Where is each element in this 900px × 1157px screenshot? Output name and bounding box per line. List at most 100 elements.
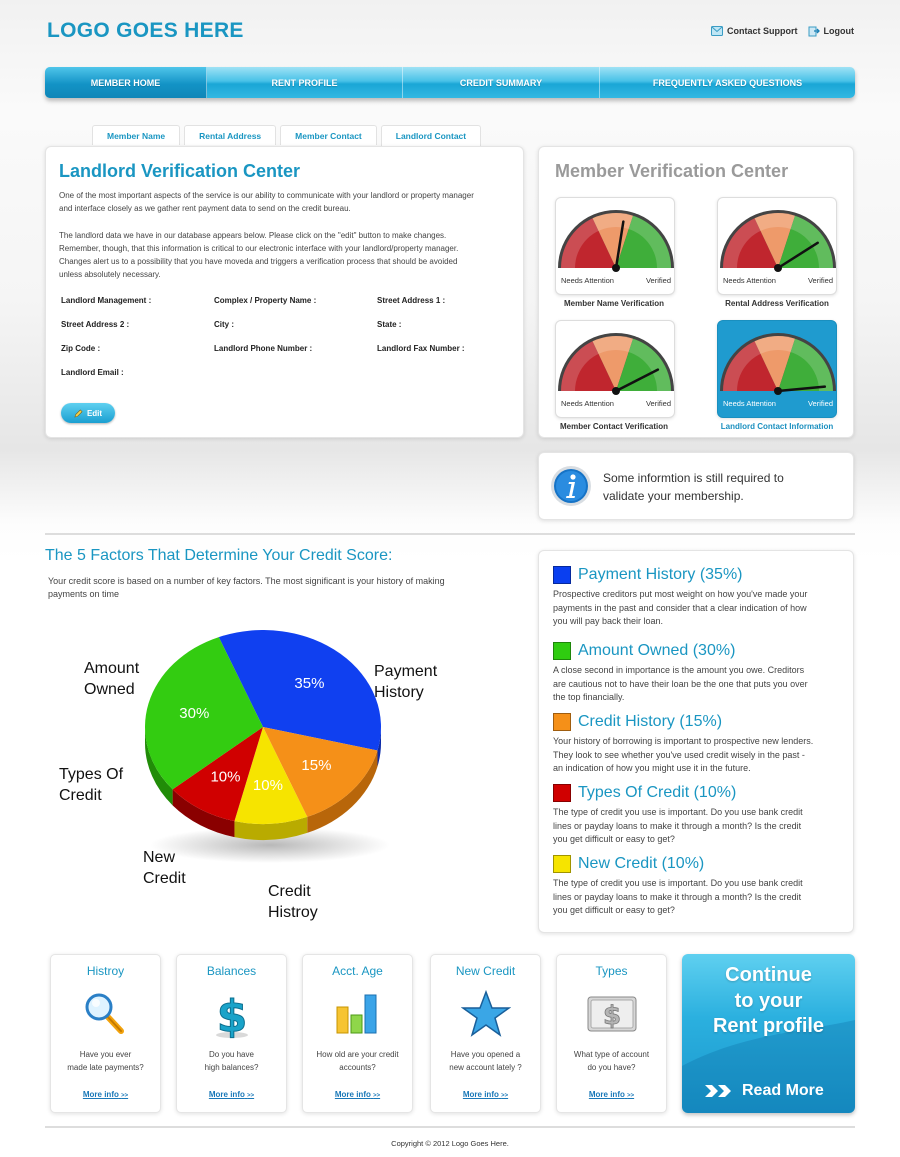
factor-title: Amount Owned (30%) [578, 642, 736, 659]
pie-slice-side-amount-owned [145, 727, 173, 806]
landlord-fax-label: Landlord Fax Number : [377, 344, 465, 353]
gauge-segment [616, 338, 671, 391]
gauge-hub [612, 387, 620, 395]
cta-line: Rent profile [712, 1015, 825, 1037]
amount-owned-swatch [553, 642, 571, 660]
gauge-1[interactable]: Needs Attention Verified [555, 197, 675, 295]
gauge-segment [616, 215, 671, 268]
more-info-link[interactable]: More info >> [82, 1090, 129, 1099]
more-info-link[interactable]: More info >> [334, 1090, 381, 1099]
edit-label: Edit [86, 408, 103, 418]
pie-slice-side-payment-history [377, 727, 381, 767]
info-box-balances: Balances $ Do you have high balances? Mor… [176, 954, 287, 1113]
factor-text: The type of credit you use is important.… [553, 807, 803, 844]
cta-text: Continue to your Rent profile [682, 963, 855, 1040]
bar-chart-icon [336, 994, 377, 1034]
pie-value-amount-owned: 30% [179, 705, 209, 722]
landlord-title: Landlord Verification Center [59, 161, 301, 181]
gauge-caption: Member Contact Verification [559, 422, 669, 431]
pie-label-line: Payment [374, 663, 438, 680]
info-box-acct-age: Acct. Age How old are your credit account… [302, 954, 413, 1113]
pie-slice-amount-owned [145, 637, 263, 790]
box-title: Types [595, 964, 628, 978]
pie-value-payment-history: 35% [294, 675, 324, 692]
gauge-high-label: Verified [646, 276, 671, 285]
pie-slice-side-credit-history [307, 750, 378, 833]
gauge-2[interactable]: Needs Attention Verified [717, 197, 837, 295]
more-info-link[interactable]: More info >> [208, 1090, 255, 1099]
star-icon [461, 989, 511, 1037]
info-box-history: Histroy Have you ever made late payments?… [50, 954, 161, 1113]
factor-item: Amount Owned (30%) A close second in imp… [553, 642, 848, 713]
gauge-high-label: Verified [808, 399, 833, 408]
tab-member-name[interactable]: Member Name [92, 125, 181, 145]
nav-faq[interactable]: FREQUENTLY ASKED QUESTIONS [652, 77, 803, 88]
gauge-hub [612, 264, 620, 272]
desc-line: unless absolutely necessary. [59, 270, 161, 280]
gauge-hub [774, 264, 782, 272]
pie-slice-new-credit [234, 727, 308, 824]
box-title: Histroy [86, 964, 125, 978]
continue-rent-profile-cta[interactable]: Continue to your Rent profile Read More [682, 954, 855, 1113]
factor-text: A close second in importance is the amou… [553, 665, 808, 702]
top-links: Contact Support Logout [711, 25, 854, 37]
types-of-credit-swatch [553, 784, 571, 802]
desc-line: Changes alert us to a possibility that y… [59, 257, 458, 267]
gauge-segment [561, 218, 616, 268]
gauge-needle [776, 241, 819, 270]
gauge-needle [614, 220, 625, 270]
factor-item: Credit History (15%) Your history of bor… [553, 713, 848, 784]
pie-label-line: Credit [59, 787, 102, 804]
gauge-needle [776, 385, 827, 393]
pie-label-types-of-credit: Types Of Credit [59, 764, 123, 806]
property-name-label: Complex / Property Name : [214, 296, 317, 305]
nav-member-home[interactable]: MEMBER HOME [45, 67, 207, 98]
tab-landlord-contact[interactable]: Landlord Contact [380, 125, 482, 146]
pie-label-line: Types Of [59, 766, 124, 783]
read-more-button[interactable]: Read More [704, 1082, 824, 1100]
pie-slice-types-of-credit [172, 727, 263, 822]
contact-support-label: Contact Support [727, 26, 798, 36]
tab-member-contact[interactable]: Member Contact [280, 125, 377, 145]
info-icon [551, 466, 591, 506]
logout-label: Logout [823, 26, 855, 36]
payment-history-swatch [553, 566, 571, 584]
box-desc: How old are your credit accounts? [316, 1050, 399, 1072]
dollar-icon: $ [216, 991, 248, 1039]
logo[interactable]: LOGO GOES HERE [47, 19, 244, 42]
tab-rental-address[interactable]: Rental Address [184, 125, 277, 145]
gauge-needle [614, 368, 660, 393]
gauge-dial: Needs Attention Verified [720, 210, 836, 285]
gauge-4[interactable]: Needs Attention Verified [717, 320, 837, 418]
gauge-low-label: Needs Attention [723, 276, 776, 285]
more-info-link[interactable]: More info >> [462, 1090, 509, 1099]
gauge-segment [754, 336, 795, 391]
logout-link[interactable]: Logout [808, 25, 855, 37]
more-info-link[interactable]: More info >> [588, 1090, 635, 1099]
pie-label-line: Histroy [268, 904, 318, 921]
pie-label-payment-history: Payment History [374, 661, 437, 703]
box-title: New Credit [455, 964, 516, 978]
gauge-caption[interactable]: Landlord Contact Information [720, 422, 834, 431]
cta-line: Continue [725, 964, 812, 986]
gauge-dial: Needs Attention Verified [558, 210, 674, 285]
pie-slice-side-new-credit [234, 816, 308, 840]
nav-rent-profile[interactable]: RENT PROFILE [207, 67, 403, 98]
gauge-high-label: Verified [808, 276, 833, 285]
gauge-low-label: Needs Attention [561, 276, 614, 285]
gauge-3[interactable]: Needs Attention Verified [555, 320, 675, 418]
notice-line: Some informtion is still required to [603, 471, 784, 485]
pie-value-labels: 35% 15% 10% 10% 30% [179, 675, 331, 794]
logout-icon [808, 26, 820, 37]
state-label: State : [377, 320, 402, 329]
pie-tops [145, 630, 381, 824]
edit-button[interactable]: Edit [61, 403, 115, 423]
contact-support-link[interactable]: Contact Support [711, 25, 798, 37]
pie-slice-side-types-of-credit [172, 789, 235, 838]
notice-text: Some informtion is still required to val… [603, 470, 784, 505]
gauge-hub [774, 387, 782, 395]
factor-list: Payment History (35%) Prospective credit… [553, 566, 848, 926]
zip-code-label: Zip Code : [61, 344, 101, 353]
landlord-management-label: Landlord Management : [61, 296, 152, 305]
nav-credit-summary[interactable]: CREDIT SUMMARY [403, 67, 600, 98]
